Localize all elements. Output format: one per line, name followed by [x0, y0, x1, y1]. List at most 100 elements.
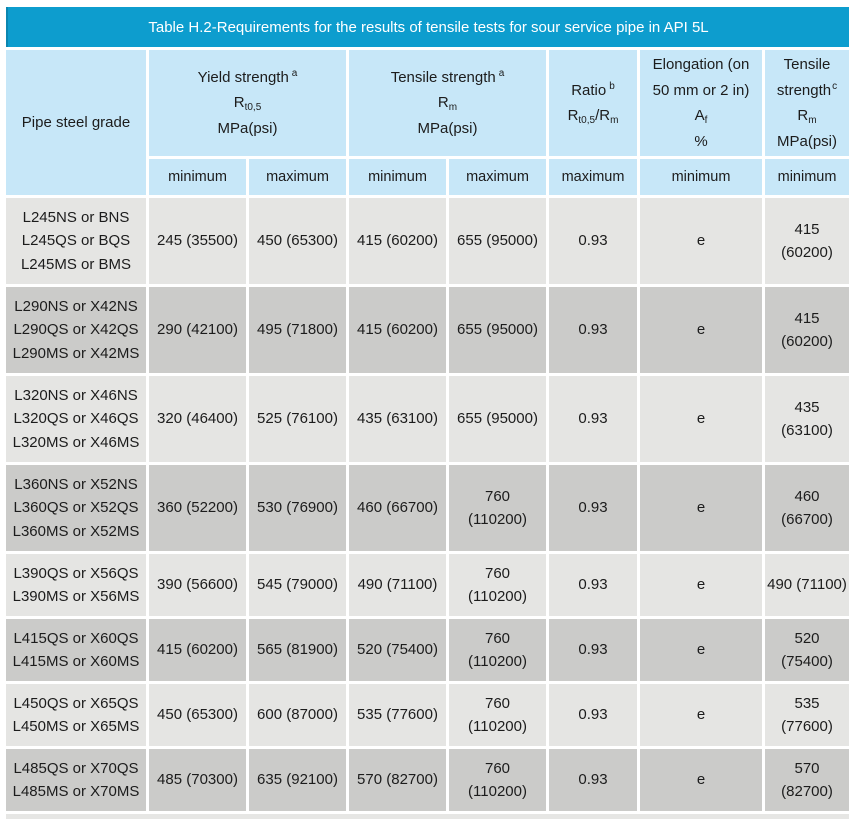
- cell-elongation-min: e: [640, 749, 762, 811]
- cell-yield-min: 415 (60200): [149, 619, 246, 681]
- cell-pipe-grade: L415QS or X60QS L415MS or X60MS: [6, 619, 146, 681]
- table-row: L360NS or X52NS L360QS or X52QS L360MS o…: [6, 465, 850, 551]
- header-title: Elongation (on 50 mm or 2 in): [652, 56, 750, 99]
- cell-ratio-max: 0.93: [549, 198, 637, 284]
- cell-pipe-grade: L450QS or X65QS L450MS or X65MS: [6, 684, 146, 746]
- footnote-ref-a: a: [291, 67, 298, 79]
- table-row: L450QS or X65QS L450MS or X65MS 450 (653…: [6, 684, 850, 746]
- cell-yield-min: 245 (35500): [149, 198, 246, 284]
- table-row: Table H.2-Requirements for the results o…: [6, 7, 850, 47]
- table-row: L320NS or X46NS L320QS or X46QS L320MS o…: [6, 376, 850, 462]
- header-title: Tensile strength a: [351, 65, 544, 91]
- cell-tensile-min: 490 (71100): [349, 554, 446, 616]
- cell-elongation-min: e: [640, 684, 762, 746]
- cell-elongation-min: e: [640, 619, 762, 681]
- cell-yield-min: 450 (65300): [149, 684, 246, 746]
- cell-yield-max: 545 (79000): [249, 554, 346, 616]
- col-header-tensile-strength-c: Tensile strengthc Rm MPa(psi): [765, 50, 850, 156]
- header-unit: MPa(psi): [217, 119, 278, 137]
- subheader-ratio-maximum: maximum: [549, 159, 637, 195]
- footnote-ref-a: a: [498, 67, 505, 79]
- cell-yield-max: 565 (81900): [249, 619, 346, 681]
- subheader-elongation-minimum: minimum: [640, 159, 762, 195]
- header-text: Yield strength: [197, 68, 289, 86]
- cell-tensile-c-min: 415 (60200): [765, 287, 850, 373]
- cell-yield-min: 360 (52200): [149, 465, 246, 551]
- cell-yield-min: 290 (42100): [149, 287, 246, 373]
- cell-tensile-max: 760 (110200): [449, 684, 546, 746]
- cell-ratio-max: 0.93: [549, 465, 637, 551]
- header-text: Tensile strength: [390, 68, 496, 86]
- cell-tensile-min: 435 (63100): [349, 376, 446, 462]
- symbol-sub: t0,5: [244, 102, 262, 114]
- cell-yield-max: 600 (87000): [249, 684, 346, 746]
- header-unit: %: [694, 132, 708, 150]
- footnote-row-partial: [6, 814, 850, 819]
- col-header-pipe-grade: Pipe steel grade: [6, 50, 146, 195]
- header-symbol: Rt0,5/Rm: [551, 103, 635, 129]
- symbol-base: R: [567, 107, 579, 124]
- cell-ratio-max: 0.93: [549, 684, 637, 746]
- table-row: L290NS or X42NS L290QS or X42QS L290MS o…: [6, 287, 850, 373]
- cell-tensile-min: 535 (77600): [349, 684, 446, 746]
- cell-ratio-max: 0.93: [549, 376, 637, 462]
- header-symbol: Rm: [351, 90, 544, 116]
- header-unit: MPa(psi): [417, 119, 478, 137]
- header-title: Yield strength a: [151, 65, 344, 91]
- cell-yield-min: 485 (70300): [149, 749, 246, 811]
- cell-yield-min: 320 (46400): [149, 376, 246, 462]
- cell-tensile-min: 570 (82700): [349, 749, 446, 811]
- cell-tensile-max: 655 (95000): [449, 198, 546, 284]
- header-text: Ratio: [571, 81, 607, 99]
- header-title: Ratio b: [551, 78, 635, 104]
- table-row: L485QS or X70QS L485MS or X70MS 485 (703…: [6, 749, 850, 811]
- symbol-sub: t0,5: [578, 115, 596, 126]
- symbol-base: R: [437, 94, 449, 112]
- cell-elongation-min: e: [640, 198, 762, 284]
- cell-yield-max: 450 (65300): [249, 198, 346, 284]
- cell-tensile-min: 460 (66700): [349, 465, 446, 551]
- symbol-base: A: [694, 107, 705, 124]
- header-symbol: Rm: [767, 103, 847, 129]
- table-title: Table H.2-Requirements for the results o…: [6, 7, 850, 47]
- cell-pipe-grade: L290NS or X42NS L290QS or X42QS L290MS o…: [6, 287, 146, 373]
- cell-tensile-max: 760 (110200): [449, 465, 546, 551]
- cell-ratio-max: 0.93: [549, 287, 637, 373]
- col-header-tensile-strength: Tensile strength a Rm MPa(psi): [349, 50, 546, 156]
- table-row: L245NS or BNS L245QS or BQS L245MS or BM…: [6, 198, 850, 284]
- footnote-ref-b: b: [609, 80, 615, 92]
- symbol-sub: m: [808, 115, 817, 126]
- header-unit: MPa(psi): [777, 132, 838, 150]
- cell-pipe-grade: L390QS or X56QS L390MS or X56MS: [6, 554, 146, 616]
- cell-ratio-max: 0.93: [549, 749, 637, 811]
- table-row: [6, 814, 850, 819]
- col-header-yield-strength: Yield strength a Rt0,5 MPa(psi): [149, 50, 346, 156]
- cell-pipe-grade: L245NS or BNS L245QS or BQS L245MS or BM…: [6, 198, 146, 284]
- subheader-tensile-maximum: maximum: [449, 159, 546, 195]
- cell-yield-max: 635 (92100): [249, 749, 346, 811]
- col-header-elongation: Elongation (on 50 mm or 2 in) Af %: [640, 50, 762, 156]
- cell-elongation-min: e: [640, 465, 762, 551]
- symbol-base: R: [233, 94, 245, 112]
- cell-tensile-max: 760 (110200): [449, 749, 546, 811]
- table-row: minimum maximum minimum maximum maximum …: [6, 159, 850, 195]
- cell-tensile-max: 760 (110200): [449, 554, 546, 616]
- cell-tensile-c-min: 415 (60200): [765, 198, 850, 284]
- col-header-ratio: Ratio b Rt0,5/Rm: [549, 50, 637, 156]
- symbol-base: R: [797, 107, 809, 124]
- cell-pipe-grade: L320NS or X46NS L320QS or X46QS L320MS o…: [6, 376, 146, 462]
- cell-ratio-max: 0.93: [549, 554, 637, 616]
- cell-yield-max: 495 (71800): [249, 287, 346, 373]
- cell-tensile-max: 655 (95000): [449, 287, 546, 373]
- cell-tensile-min: 415 (60200): [349, 198, 446, 284]
- cell-tensile-c-min: 570 (82700): [765, 749, 850, 811]
- cell-yield-min: 390 (56600): [149, 554, 246, 616]
- cell-elongation-min: e: [640, 554, 762, 616]
- cell-yield-max: 530 (76900): [249, 465, 346, 551]
- cell-tensile-max: 655 (95000): [449, 376, 546, 462]
- footnote-ref-c: c: [832, 80, 838, 92]
- symbol-sub: f: [704, 115, 708, 126]
- subheader-tensile-minimum: minimum: [349, 159, 446, 195]
- cell-pipe-grade: L485QS or X70QS L485MS or X70MS: [6, 749, 146, 811]
